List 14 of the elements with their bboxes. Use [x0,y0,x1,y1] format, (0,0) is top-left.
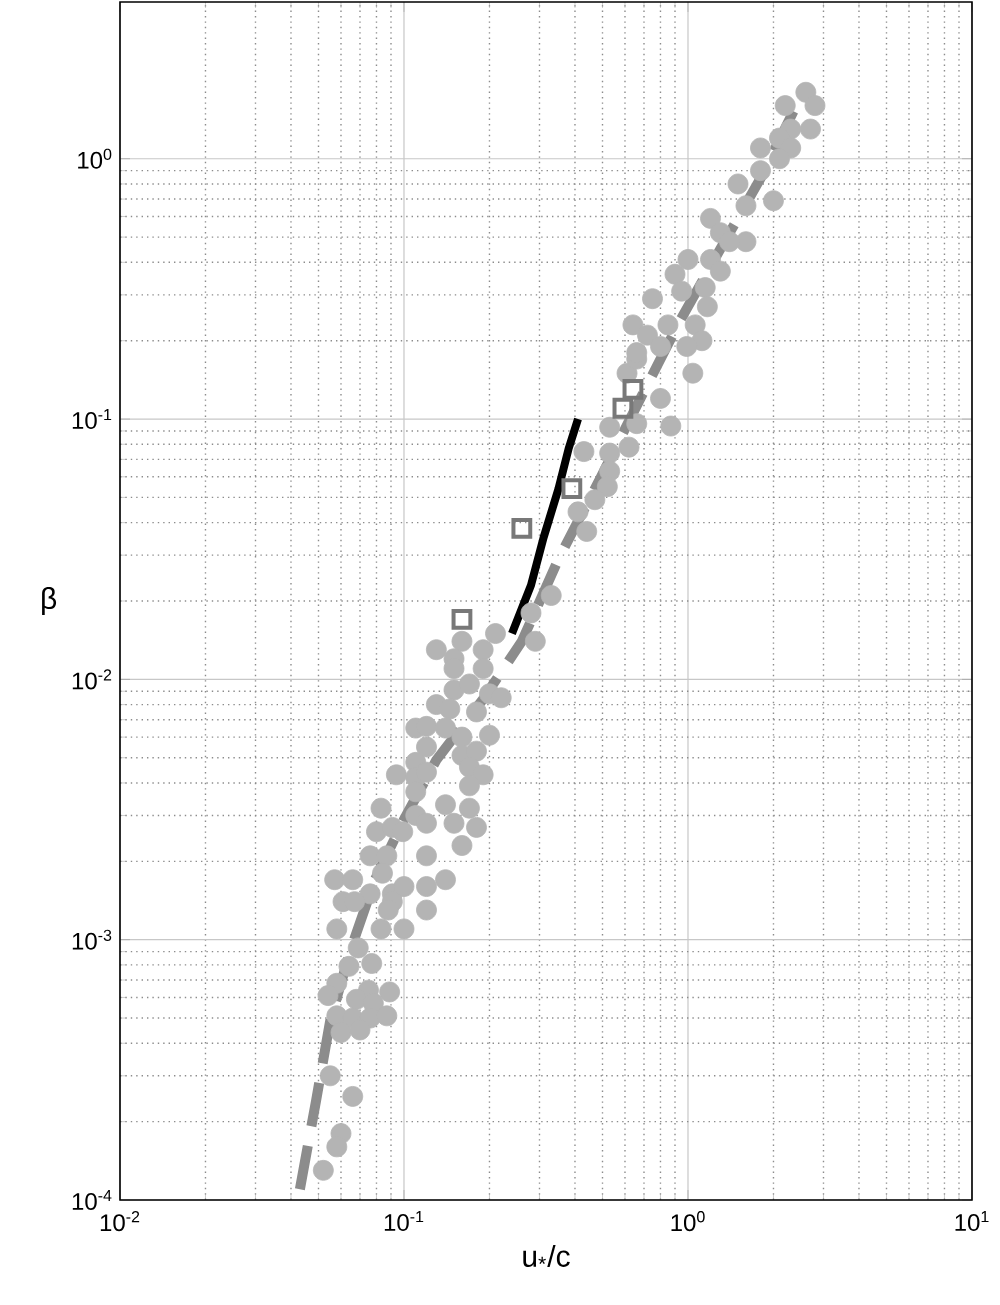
y-tick-label: 10$^{-1}$ [72,409,112,430]
point [511,518,533,539]
point [561,478,583,500]
point [612,397,634,419]
x-tick-label: 10$^{0}$ [671,1211,705,1232]
x-tick-label: 10$^{1}$ [955,1211,989,1232]
y-tick-label: 10$^{0}$ [78,148,112,169]
y-tick-label: 10$^{-3}$ [72,929,112,950]
x-tick-label: 10$^{-2}$ [100,1211,140,1232]
x-tick-label: 10$^{-1}$ [384,1211,424,1232]
x-axis-title: u$_{*}$/c [523,1244,570,1267]
y-tick-label: 10$^{-4}$ [72,1190,112,1210]
y-tick-label: 10$^{-2}$ [72,669,112,690]
y-axis-title: β [42,587,57,615]
